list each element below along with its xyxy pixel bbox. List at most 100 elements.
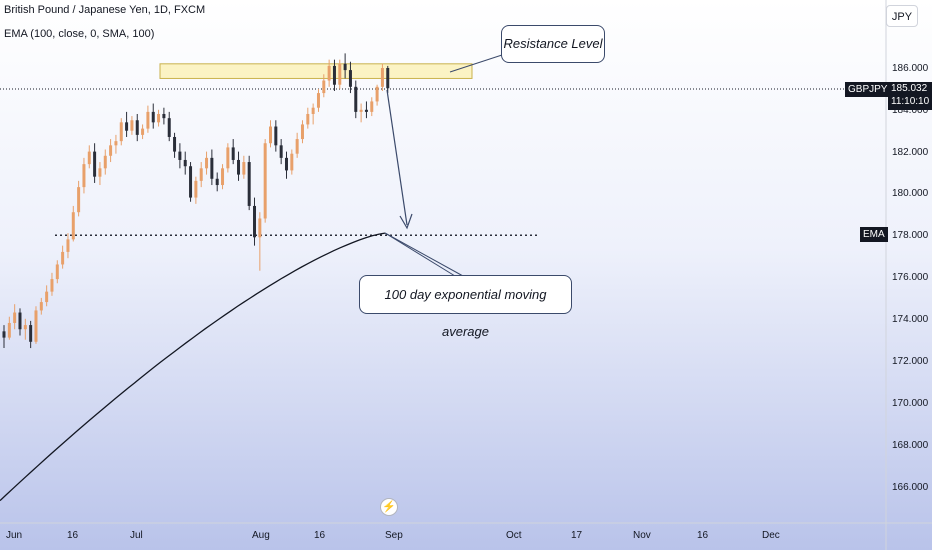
candle-body[interactable]: [82, 164, 86, 188]
ema-callout[interactable]: 100 day exponential moving average: [359, 275, 572, 339]
lightning-icon[interactable]: ⚡: [380, 498, 398, 516]
candle-body[interactable]: [50, 279, 54, 292]
candle-body[interactable]: [359, 109, 363, 112]
candle-body[interactable]: [45, 291, 49, 303]
ema-tag: EMA: [860, 227, 888, 242]
candle-body[interactable]: [221, 168, 225, 186]
candle-body[interactable]: [242, 162, 246, 175]
candle-body[interactable]: [386, 68, 390, 89]
candle-body[interactable]: [210, 157, 214, 179]
candle-body[interactable]: [215, 178, 219, 186]
candle-body[interactable]: [66, 239, 70, 252]
candle-body[interactable]: [279, 145, 283, 158]
time-tick-label: 16: [67, 530, 79, 541]
price-tick-label: 168.000: [892, 440, 929, 451]
candle-body[interactable]: [311, 107, 315, 114]
time-tick-label: 16: [314, 530, 326, 541]
candle-body[interactable]: [205, 157, 209, 169]
candle-body[interactable]: [370, 101, 374, 112]
candle-body[interactable]: [247, 162, 251, 206]
candle-body[interactable]: [18, 312, 22, 330]
candle-body[interactable]: [103, 155, 107, 169]
candle-body[interactable]: [274, 126, 278, 146]
candle-body[interactable]: [167, 118, 171, 137]
candle-body[interactable]: [151, 111, 155, 123]
candle-body[interactable]: [263, 143, 267, 219]
candle-body[interactable]: [253, 205, 257, 238]
resistance-zone[interactable]: [159, 63, 473, 79]
candle-body[interactable]: [194, 180, 198, 198]
candle-body[interactable]: [237, 159, 241, 175]
candle-body[interactable]: [343, 63, 347, 71]
candle-body[interactable]: [7, 322, 11, 338]
candle-body[interactable]: [162, 113, 166, 119]
candle-body[interactable]: [300, 124, 304, 140]
candle-body[interactable]: [332, 65, 336, 85]
candle-body[interactable]: [295, 139, 299, 154]
price-tick-label: 176.000: [892, 272, 929, 283]
candle-body[interactable]: [2, 331, 6, 338]
candle-body[interactable]: [354, 86, 358, 112]
candle-body[interactable]: [375, 86, 379, 102]
candle-body[interactable]: [109, 145, 113, 156]
candle-body[interactable]: [77, 187, 81, 213]
candle-body[interactable]: [316, 93, 320, 108]
candle-body[interactable]: [178, 151, 182, 160]
candle-body[interactable]: [125, 122, 129, 131]
candle-body[interactable]: [380, 68, 384, 87]
candle-body[interactable]: [141, 128, 145, 135]
candle-body[interactable]: [322, 80, 326, 94]
indicator-legend[interactable]: EMA (100, close, 0, SMA, 100): [4, 28, 155, 40]
candle-body[interactable]: [338, 63, 342, 85]
candle-body[interactable]: [29, 325, 33, 342]
candle-body[interactable]: [364, 109, 368, 112]
currency-button[interactable]: JPY: [886, 5, 918, 27]
candle-body[interactable]: [119, 122, 123, 142]
candle-body[interactable]: [183, 159, 187, 167]
bar-countdown: 11:10:10: [891, 96, 930, 107]
candle-body[interactable]: [348, 70, 352, 87]
candle-body[interactable]: [189, 166, 193, 198]
candle-body[interactable]: [258, 218, 262, 238]
candle-body[interactable]: [157, 113, 161, 123]
candle-body[interactable]: [284, 157, 288, 171]
price-tick-label: 184.000: [892, 105, 929, 116]
candle-body[interactable]: [71, 212, 75, 240]
candle-body[interactable]: [114, 141, 118, 146]
price-tick-label: 180.000: [892, 188, 929, 199]
candle-body[interactable]: [269, 126, 272, 144]
candle-body[interactable]: [135, 120, 139, 135]
candle-body[interactable]: [98, 168, 102, 177]
ema-line[interactable]: [0, 232, 386, 502]
candle-body[interactable]: [306, 113, 310, 125]
candle-body[interactable]: [130, 120, 134, 131]
candle-body[interactable]: [13, 312, 17, 323]
symbol-title[interactable]: British Pound / Japanese Yen, 1D, FXCM: [4, 4, 206, 16]
candle-body[interactable]: [199, 168, 203, 181]
candle-body[interactable]: [23, 325, 27, 330]
time-tick-label: Oct: [506, 530, 522, 541]
candle-body[interactable]: [93, 151, 97, 177]
time-tick-label: Sep: [385, 530, 403, 541]
last-price-tag: 185.032 11:10:10: [888, 82, 932, 110]
candle-body[interactable]: [55, 264, 59, 280]
candle-body[interactable]: [290, 153, 294, 171]
ema-pointer: [384, 232, 464, 277]
time-tick-label: Dec: [762, 530, 780, 541]
resistance-callout[interactable]: Resistance Level: [501, 25, 605, 63]
candle-body[interactable]: [87, 151, 91, 165]
forecast-arrow[interactable]: [386, 89, 408, 226]
candle-body[interactable]: [61, 251, 65, 265]
price-tick-label: 174.000: [892, 314, 929, 325]
candle-body[interactable]: [327, 65, 331, 81]
price-tick-label: 172.000: [892, 356, 929, 367]
candle-body[interactable]: [39, 302, 43, 311]
candle-body[interactable]: [231, 147, 235, 160]
candle-body[interactable]: [34, 310, 38, 342]
candle-body[interactable]: [226, 147, 230, 169]
candle-body[interactable]: [173, 136, 177, 152]
price-tick-label: 182.000: [892, 147, 929, 158]
ema-pointer-2: [384, 232, 456, 277]
candle-body[interactable]: [146, 111, 150, 129]
